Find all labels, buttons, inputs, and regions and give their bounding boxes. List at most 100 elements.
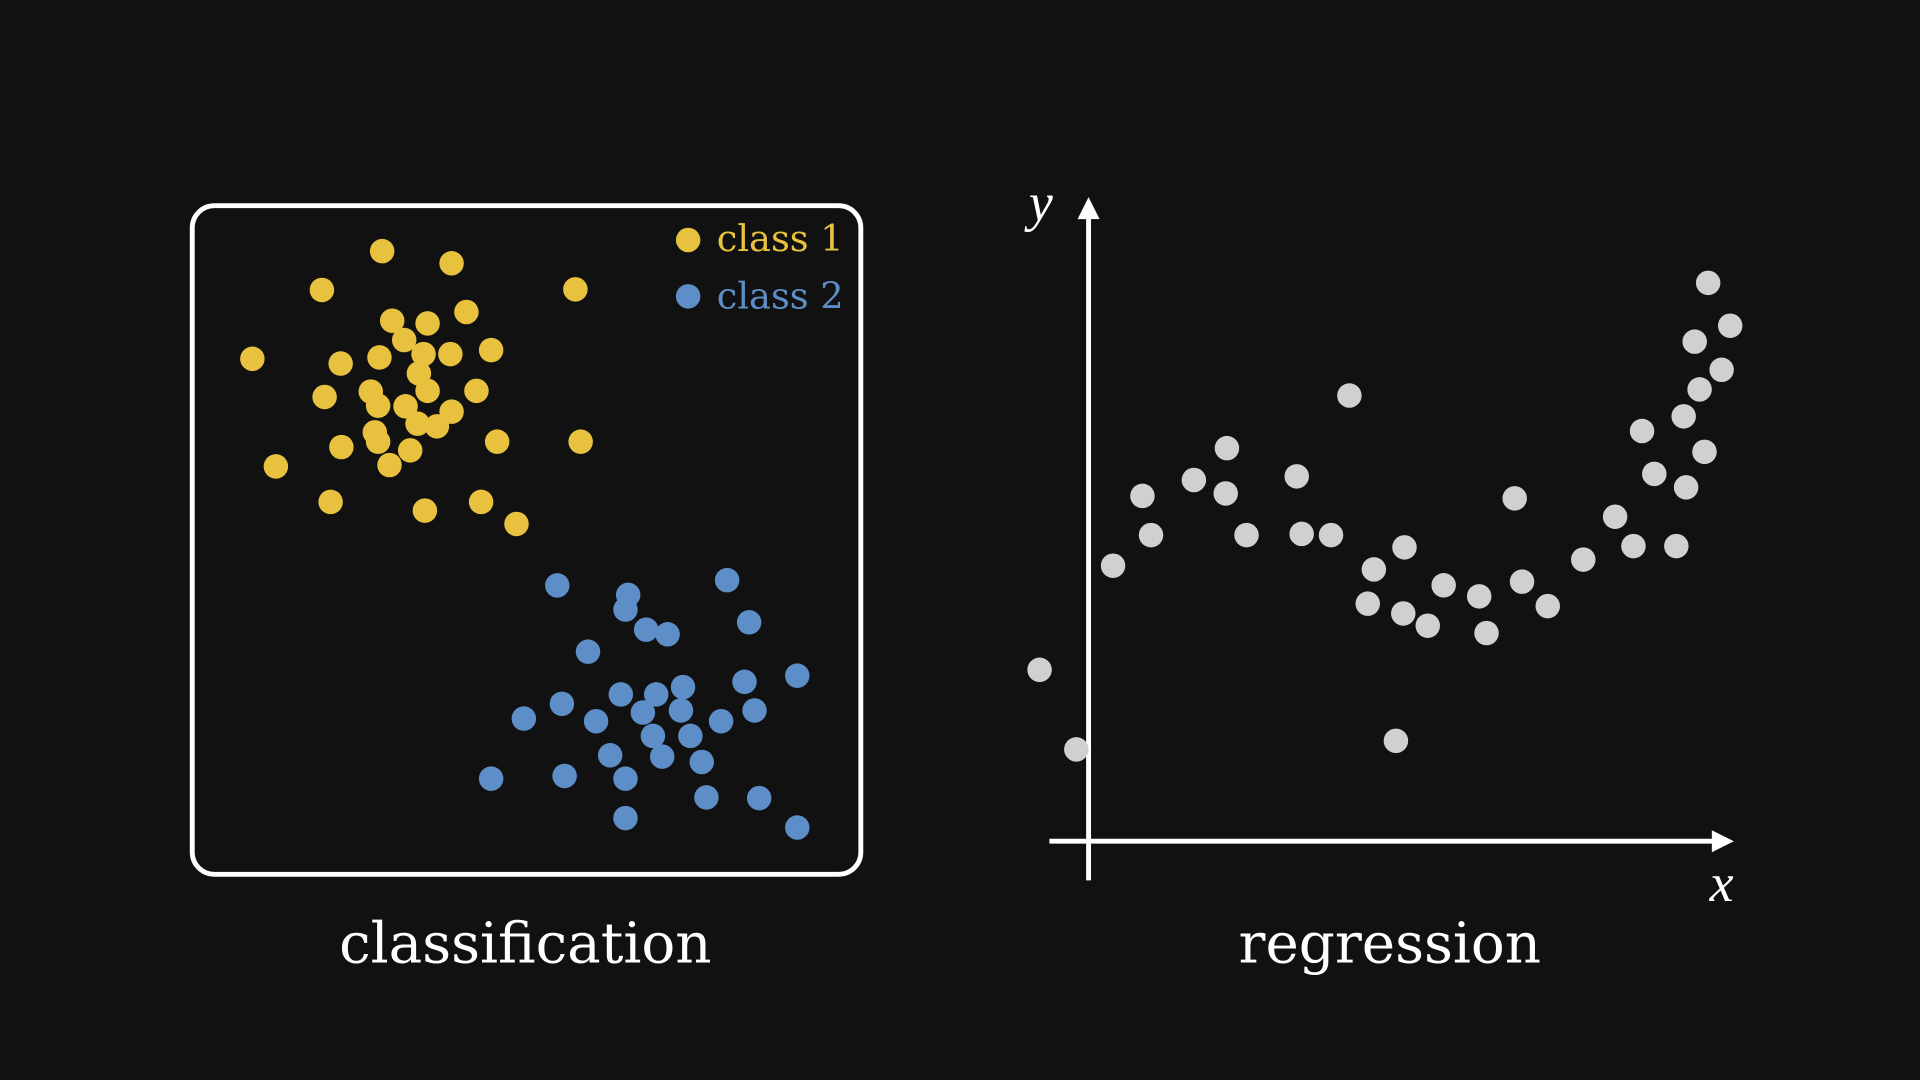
class-2-point — [608, 682, 634, 707]
legend-marker-class-1 — [675, 227, 701, 253]
class-2-point — [633, 617, 659, 642]
regression-point — [1642, 461, 1667, 487]
class-1-point — [328, 351, 353, 376]
class-1-point — [411, 341, 436, 367]
class-1-point — [438, 341, 463, 367]
regression-point — [1535, 593, 1560, 619]
class-2-point — [785, 663, 810, 688]
x-axis-label: x — [1709, 853, 1734, 913]
y-axis-label: y — [1024, 172, 1053, 232]
regression-point — [1682, 329, 1707, 354]
class-2-point — [549, 691, 575, 717]
regression-point — [1284, 464, 1309, 489]
class-2-point — [643, 682, 669, 707]
class-2-point — [478, 766, 504, 791]
class-2-point — [689, 749, 714, 775]
class-1-point — [484, 429, 510, 454]
class-1-point — [478, 337, 504, 363]
regression-point — [1391, 601, 1416, 626]
class-2-point — [545, 573, 570, 598]
regression-point — [1621, 533, 1646, 559]
class-2-point — [670, 674, 696, 700]
class-2-point — [668, 698, 694, 723]
regression-panel: y x regression — [1024, 172, 1743, 976]
class-1-point — [454, 299, 479, 325]
regression-point — [1709, 357, 1734, 383]
class-2-point — [511, 706, 537, 731]
class-1-point — [367, 345, 392, 370]
class-2-point — [613, 597, 638, 622]
class-1-point — [397, 438, 423, 463]
regression-point — [1629, 418, 1655, 444]
class-2-point — [678, 723, 703, 749]
regression-point — [1571, 547, 1596, 572]
regression-point — [1130, 483, 1155, 509]
class-2-point — [655, 622, 680, 647]
regression-point — [1138, 522, 1164, 548]
class-1-point — [312, 384, 337, 410]
class-2-point — [694, 785, 719, 810]
class-1-point — [563, 277, 588, 302]
regression-point — [1509, 569, 1535, 594]
classification-points — [240, 238, 810, 840]
class-2-point — [575, 639, 601, 664]
x-axis-arrowhead — [1711, 830, 1734, 853]
class-1-point — [318, 489, 343, 515]
regression-point — [1214, 435, 1240, 461]
regression-point — [1213, 481, 1238, 506]
class-2-point — [714, 567, 740, 593]
class-2-point — [613, 766, 638, 791]
regression-point — [1602, 504, 1628, 529]
class-2-point — [597, 743, 623, 768]
regression-point — [1181, 467, 1207, 493]
class-2-point — [708, 708, 734, 734]
class-1-point — [377, 452, 402, 478]
regression-point — [1337, 383, 1362, 408]
class-2-point — [746, 785, 772, 811]
regression-point — [1392, 535, 1417, 560]
class-1-point — [365, 393, 391, 418]
class-2-point — [613, 805, 638, 831]
regression-caption: regression — [1239, 911, 1542, 976]
regression-point — [1234, 522, 1259, 548]
class-1-point — [415, 378, 440, 404]
class-1-point — [391, 327, 417, 353]
class-1-point — [405, 411, 430, 436]
class-2-point — [552, 763, 577, 789]
regression-point — [1695, 270, 1721, 296]
class-1-point — [309, 277, 335, 303]
regression-point — [1431, 573, 1456, 598]
regression-point — [1100, 553, 1126, 578]
class-1-point — [393, 394, 418, 419]
classification-frame — [189, 203, 864, 877]
legend-marker-class-2 — [675, 284, 701, 309]
class-1-point — [424, 414, 450, 439]
class-2-point — [649, 744, 675, 769]
regression-points — [1027, 270, 1743, 762]
regression-point — [1474, 620, 1499, 646]
regression-point — [1673, 475, 1699, 500]
class-1-point — [415, 311, 440, 336]
regression-point — [1355, 591, 1380, 616]
class-1-point — [468, 489, 494, 515]
regression-point — [1692, 439, 1717, 465]
class-1-point — [464, 378, 489, 404]
classification-panel: class 1 class 2 classification — [189, 203, 864, 976]
regression-point — [1383, 728, 1409, 754]
regression-point — [1415, 613, 1440, 638]
class-1-point — [240, 346, 265, 372]
class-2-point — [583, 708, 609, 734]
y-axis-arrowhead — [1077, 197, 1100, 220]
class-1-point — [439, 251, 464, 276]
class-1-point — [329, 434, 354, 460]
regression-point — [1466, 584, 1492, 609]
regression-point — [1027, 657, 1052, 683]
class-2-point — [785, 815, 810, 840]
class-1-point — [369, 238, 395, 264]
legend: class 1 class 2 — [675, 217, 844, 318]
class-2-point — [742, 698, 767, 723]
regression-point — [1717, 313, 1743, 338]
class-1-point — [379, 308, 405, 333]
regression-point — [1502, 486, 1527, 511]
